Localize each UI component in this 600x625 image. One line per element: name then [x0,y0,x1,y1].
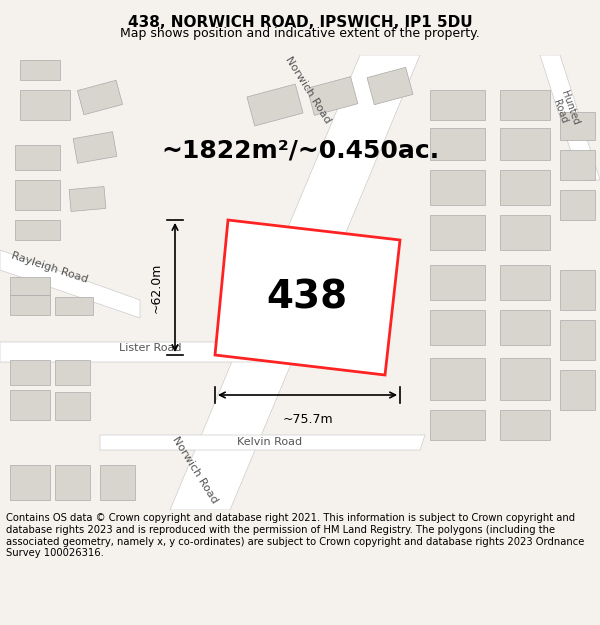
Bar [430,170,485,205]
Bar [500,215,550,250]
Text: Contains OS data © Crown copyright and database right 2021. This information is : Contains OS data © Crown copyright and d… [6,514,584,558]
Bar [55,297,93,315]
Polygon shape [100,435,425,450]
Bar [560,112,595,140]
Bar [69,186,106,211]
Bar [73,132,117,163]
Text: Rayleigh Road: Rayleigh Road [10,251,89,285]
Bar [430,128,485,160]
Bar [15,220,60,240]
Polygon shape [215,220,400,375]
Bar [500,128,550,160]
Bar [430,265,485,300]
Bar [500,410,550,440]
Bar [10,295,50,315]
Polygon shape [170,55,420,510]
Bar [20,90,70,120]
Text: ~62.0m: ~62.0m [150,262,163,312]
Text: ~1822m²/~0.450ac.: ~1822m²/~0.450ac. [161,138,439,162]
Text: Hunted
Road: Hunted Road [549,89,581,131]
Bar [10,360,50,385]
Bar [55,465,90,500]
Text: 438: 438 [266,279,347,316]
Bar [430,310,485,345]
Text: Map shows position and indicative extent of the property.: Map shows position and indicative extent… [120,27,480,39]
Bar [500,265,550,300]
Text: Norwich Road: Norwich Road [283,55,332,125]
Bar [10,277,50,295]
Bar [430,90,485,120]
Bar [560,320,595,360]
Bar [247,84,303,126]
Bar [430,410,485,440]
Bar [55,360,90,385]
Bar [307,77,358,116]
Bar [10,390,50,420]
Bar [500,170,550,205]
Bar [15,180,60,210]
Bar [430,358,485,400]
Bar [560,370,595,410]
Bar [500,358,550,400]
Bar [500,90,550,120]
Bar [560,150,595,180]
Polygon shape [540,55,600,180]
Bar [15,145,60,170]
Bar [560,190,595,220]
Polygon shape [0,342,340,362]
Bar [77,80,122,115]
Polygon shape [0,250,140,318]
Text: Norwich Road: Norwich Road [170,435,220,505]
Text: Kelvin Road: Kelvin Road [238,437,302,447]
Bar [100,465,135,500]
Text: ~75.7m: ~75.7m [282,413,333,426]
Bar [560,270,595,310]
Bar [367,68,413,105]
Text: Lister Road: Lister Road [119,343,181,353]
Bar [55,392,90,420]
Bar [20,60,60,80]
Text: 438, NORWICH ROAD, IPSWICH, IP1 5DU: 438, NORWICH ROAD, IPSWICH, IP1 5DU [128,16,472,31]
Bar [500,310,550,345]
Bar [10,465,50,500]
Bar [430,215,485,250]
